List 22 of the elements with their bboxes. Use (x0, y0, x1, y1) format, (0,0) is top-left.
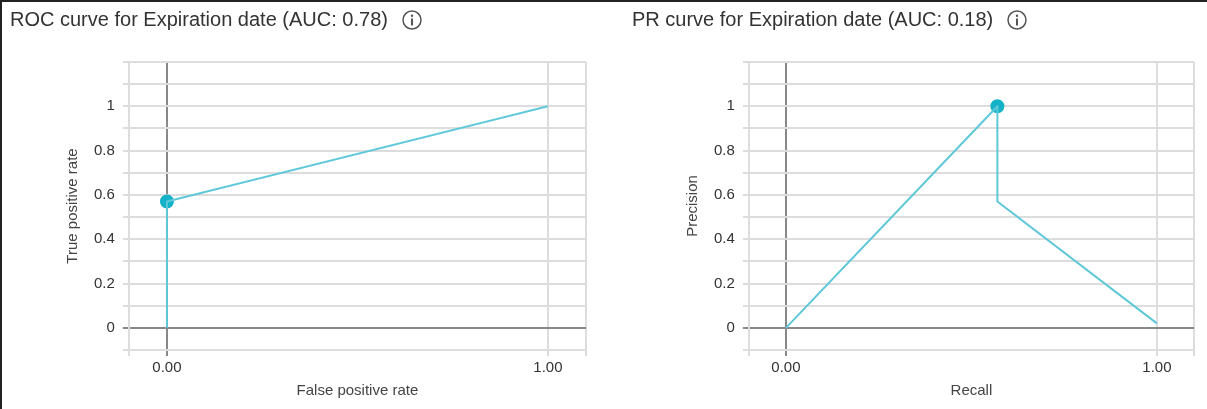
x-tick-label: 1.00 (533, 358, 563, 376)
chart-title: ROC curve for Expiration date (AUC: 0.78) (10, 8, 388, 31)
x-axis-title: Recall (950, 381, 993, 399)
y-tick-label: 0.8 (713, 140, 735, 158)
chart-title: PR curve for Expiration date (AUC: 0.18) (632, 8, 994, 31)
y-tick-label: 0.2 (713, 273, 735, 291)
y-axis-title: True positive rate (63, 148, 81, 264)
x-axis-title: False positive rate (296, 381, 419, 399)
y-tick-label: 1 (106, 96, 115, 114)
y-tick-label: 1 (726, 96, 735, 114)
x-tick-label: 0.00 (771, 358, 801, 376)
y-tick-label: 0 (106, 317, 115, 335)
y-tick-label: 0.4 (93, 229, 115, 247)
y-tick-label: 0.2 (93, 273, 115, 291)
y-tick-label: 0.4 (713, 229, 735, 247)
y-tick-label: 0.6 (93, 185, 115, 203)
x-tick-label: 1.00 (1142, 358, 1172, 376)
y-tick-label: 0.6 (713, 185, 735, 203)
y-tick-label: 0 (726, 317, 735, 335)
y-axis-title: Precision (683, 175, 701, 237)
x-tick-label: 0.00 (152, 358, 182, 376)
y-tick-label: 0.8 (93, 140, 115, 158)
